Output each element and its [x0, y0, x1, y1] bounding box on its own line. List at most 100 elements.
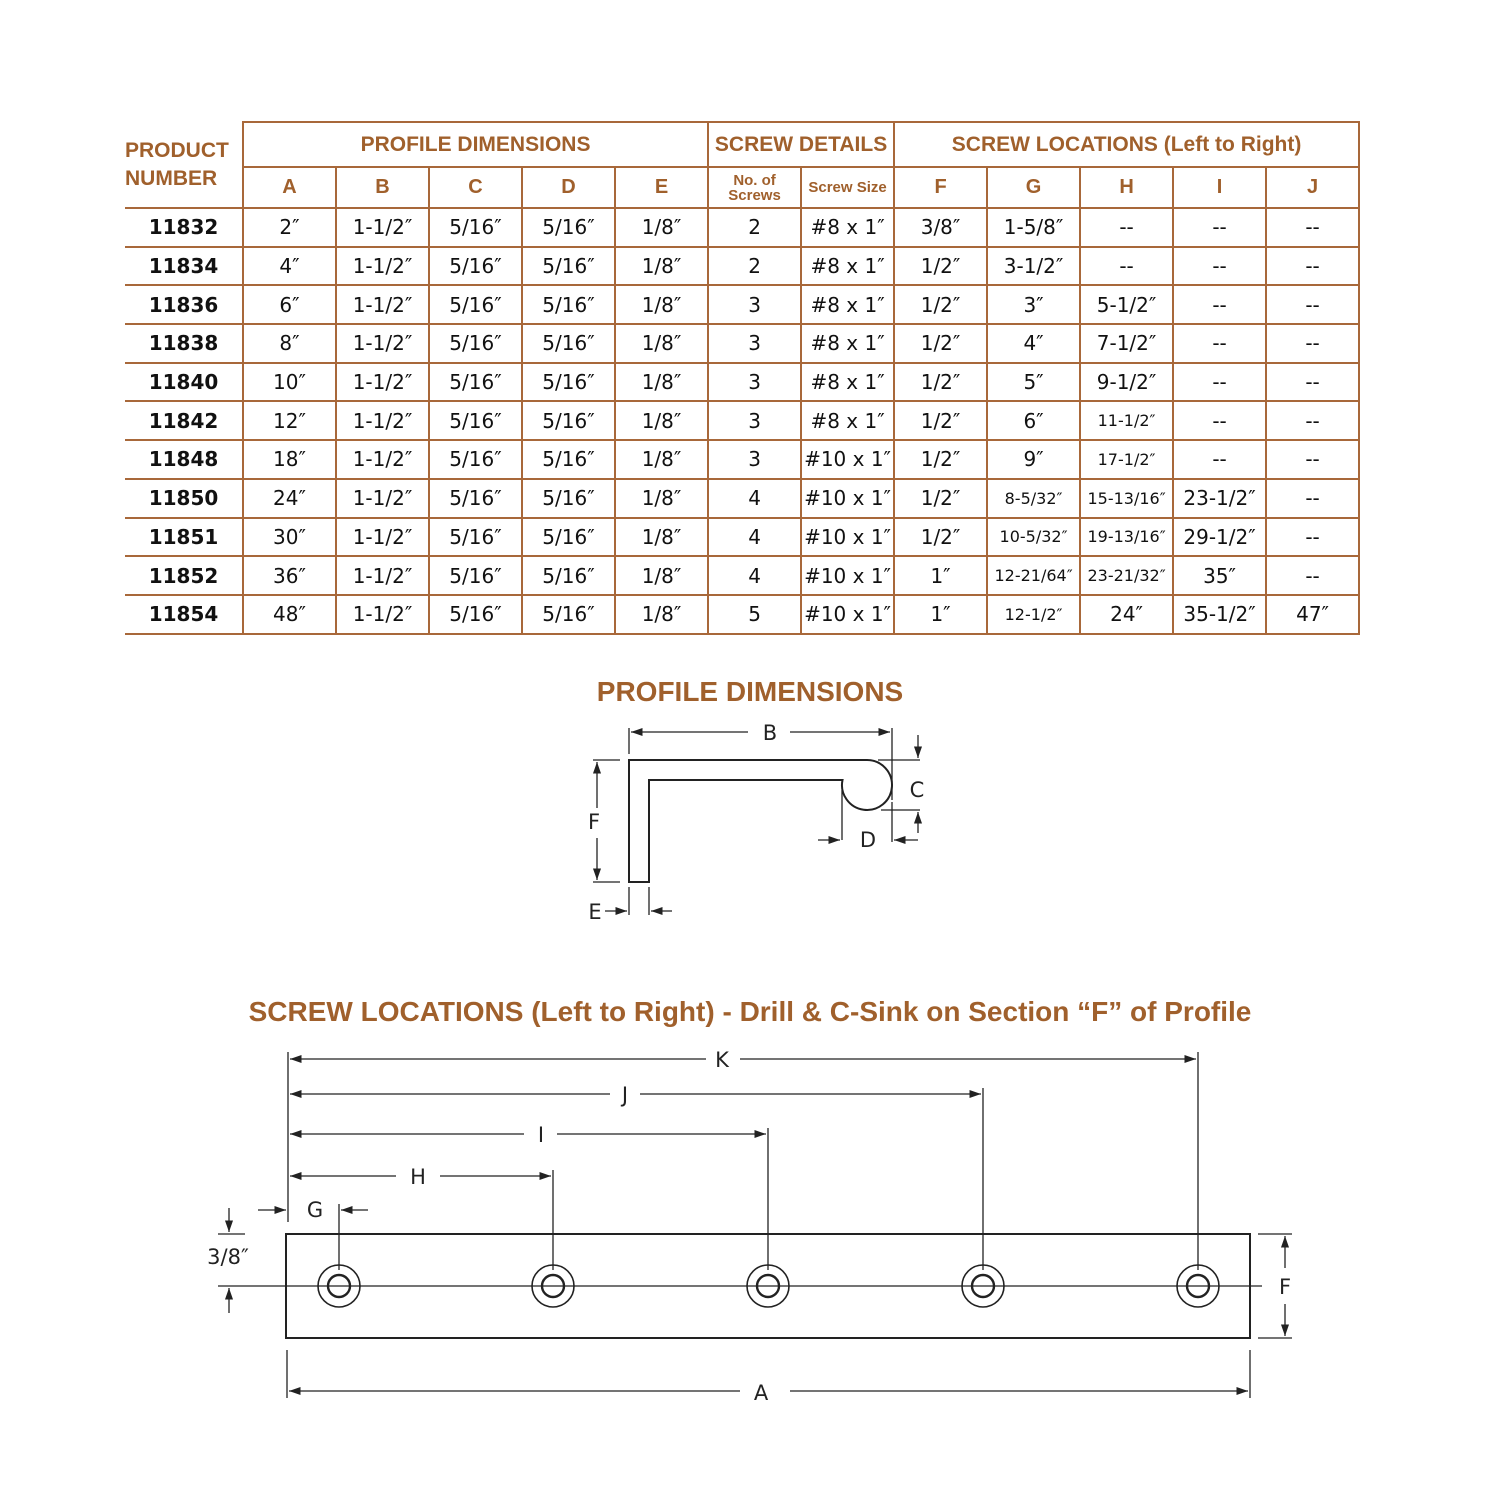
table-cell: 5/16″ [521, 245, 616, 287]
table-cell: 35-1/2″ [1172, 593, 1268, 635]
table-cell: 1-1/2″ [335, 323, 430, 364]
table-cell: 6″ [986, 400, 1082, 442]
table-cell: 2 [707, 207, 803, 248]
column-header: C [428, 166, 523, 209]
table-cell: 11-1/2″ [1079, 400, 1175, 442]
table-cell: 3 [707, 361, 803, 403]
label-h: H [410, 1165, 426, 1189]
table-cell: -- [1265, 245, 1361, 287]
table-row: 11848 18″ 1-1/2″ 5/16″ 5/16″ 1/8″ 3 #10 x 1″ 1/2… [125, 439, 1361, 480]
table-cell: 3 [707, 323, 803, 364]
table-cell: -- [1265, 361, 1361, 403]
table-cell: -- [1172, 323, 1268, 364]
profile-dimensions-header: PROFILE DIMENSIONS [241, 121, 710, 168]
table-cell: 1/2″ [893, 323, 989, 364]
table-cell: 2″ [242, 207, 337, 248]
label-g: G [307, 1198, 323, 1222]
table-cell: 23-21/32″ [1079, 555, 1175, 596]
table-cell: 1/8″ [613, 439, 710, 480]
table-cell: 3/8″ [893, 207, 989, 248]
table-cell: 9-1/2″ [1079, 361, 1175, 403]
table-cell: 1-1/2″ [335, 593, 430, 635]
table-cell: 1-1/2″ [335, 516, 430, 558]
table-cell: 4″ [986, 323, 1082, 364]
table-cell: 1-1/2″ [335, 555, 430, 596]
table-cell: 10-5/32″ [986, 516, 1082, 558]
table-cell: 4 [707, 477, 803, 519]
table-cell: 1/8″ [613, 477, 710, 519]
table-cell: 18″ [242, 439, 337, 480]
column-header: Screw Size [800, 166, 896, 209]
profile-shape [628, 759, 893, 883]
table-cell: 1/2″ [893, 477, 989, 519]
table-cell: 1/8″ [613, 593, 710, 635]
table-cell: 4 [707, 516, 803, 558]
table-cell: 3 [707, 400, 803, 442]
table-cell: 5/16″ [521, 477, 616, 519]
column-header: G [986, 166, 1082, 209]
table-cell: 5/16″ [428, 245, 523, 287]
product-number-cell: 11836 [125, 284, 244, 326]
table-cell: 1-1/2″ [335, 361, 430, 403]
table-cell: #10 x 1″ [800, 516, 896, 558]
table-cell: 48″ [242, 593, 337, 635]
table-cell: 1-1/2″ [335, 284, 430, 326]
table-cell: #10 x 1″ [800, 477, 896, 519]
table-cell: 29-1/2″ [1172, 516, 1268, 558]
column-header: B [335, 166, 430, 209]
table-cell: 24″ [242, 477, 337, 519]
table-row: 11834 4″ 1-1/2″ 5/16″ 5/16″ 1/8″ 2 #8 x 1″ 1/2″ 3… [125, 245, 1361, 287]
product-number-cell: 11842 [125, 400, 244, 442]
product-number-cell: 11850 [125, 477, 244, 519]
table-cell: 10″ [242, 361, 337, 403]
label-k: K [715, 1048, 730, 1072]
table-cell: #8 x 1″ [800, 245, 896, 287]
table-cell: -- [1265, 400, 1361, 442]
table-cell: 5 [707, 593, 803, 635]
table-cell: 1/8″ [613, 516, 710, 558]
table-cell: -- [1265, 284, 1361, 326]
table-cell: 1-1/2″ [335, 207, 430, 248]
table-cell: -- [1172, 284, 1268, 326]
table-cell: 12-21/64″ [986, 555, 1082, 596]
table-row: 11838 8″ 1-1/2″ 5/16″ 5/16″ 1/8″ 3 #8 x 1″ 1/2″ 4… [125, 323, 1361, 364]
column-header: D [521, 166, 616, 209]
column-header: F [893, 166, 989, 209]
table-cell: 5/16″ [428, 439, 523, 480]
table-cell: 5/16″ [428, 593, 523, 635]
table-cell: 8-5/32″ [986, 477, 1082, 519]
table-cell: -- [1172, 439, 1268, 480]
table-cell: 5/16″ [428, 477, 523, 519]
product-number-cell: 11840 [125, 361, 244, 403]
table-cell: #8 x 1″ [800, 284, 896, 326]
label-f: F [588, 810, 600, 834]
column-header: H [1079, 166, 1175, 209]
profile-dimensions-title: PROFILE DIMENSIONS [596, 676, 904, 707]
table-cell: 12-1/2″ [986, 593, 1082, 635]
table-cell: -- [1172, 361, 1268, 403]
table-cell: 5/16″ [521, 555, 616, 596]
table-cell: 5/16″ [428, 400, 523, 442]
table-cell: 1/2″ [893, 361, 989, 403]
product-number-cell: 11834 [125, 245, 244, 287]
label-j: J [620, 1083, 628, 1107]
table-cell: -- [1172, 207, 1268, 248]
table-cell: -- [1172, 245, 1268, 287]
table-cell: 5/16″ [428, 555, 523, 596]
table-cell: 15-13/16″ [1079, 477, 1175, 519]
screw-locations-header: SCREW LOCATIONS (Left to Right) [893, 121, 1361, 168]
product-number-header: PRODUCT NUMBER [125, 122, 243, 209]
table-cell: -- [1265, 516, 1361, 558]
table-cell: #8 x 1″ [800, 361, 896, 403]
table-row: 11836 6″ 1-1/2″ 5/16″ 5/16″ 1/8″ 3 #8 x 1″ 1/2″ 3… [125, 284, 1361, 326]
table-cell: 1/8″ [613, 400, 710, 442]
table-cell: -- [1265, 477, 1361, 519]
table-cell: -- [1265, 207, 1361, 248]
table-cell: 35″ [1172, 555, 1268, 596]
label-offset: 3/8″ [207, 1245, 249, 1269]
table-cell: 5-1/2″ [1079, 284, 1175, 326]
table-cell: 8″ [242, 323, 337, 364]
table-cell: 1″ [893, 555, 989, 596]
table-cell: 5/16″ [521, 516, 616, 558]
